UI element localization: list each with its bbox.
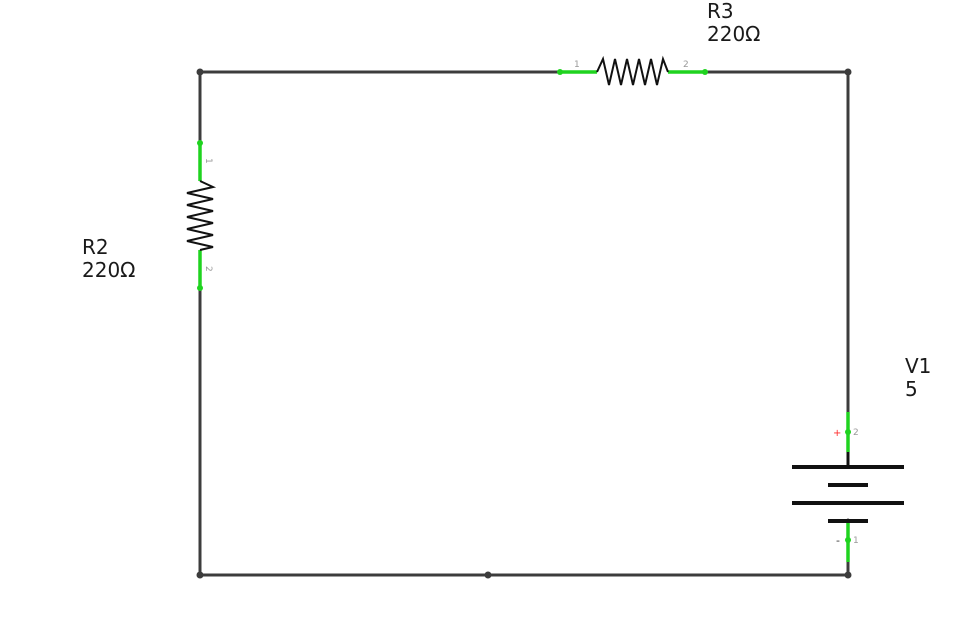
v1-pin-top-number: 2: [853, 428, 859, 438]
junction-bottom-left[interactable]: [196, 571, 204, 579]
r3-label: R3 220Ω: [707, 0, 760, 46]
battery-v1[interactable]: + 2 - 1: [792, 412, 904, 562]
r2-pin-bottom-number: 2: [203, 266, 213, 272]
v1-pin-bottom-number: 1: [853, 536, 859, 546]
v1-label: V1 5: [905, 355, 931, 401]
v1-ref: V1: [905, 354, 932, 378]
v1-value: 5: [905, 377, 918, 401]
junction-bottom-right[interactable]: [844, 571, 852, 579]
resistor-r2[interactable]: 1 2: [186, 140, 217, 291]
resistor-r3[interactable]: 1 2: [557, 55, 708, 86]
r3-value: 220Ω: [707, 22, 761, 46]
r3-ref: R3: [707, 0, 734, 23]
v1-plus-sign: +: [833, 428, 841, 439]
r2-label: R2 220Ω: [82, 236, 135, 282]
r3-zigzag: [596, 55, 669, 86]
r3-pin-left-dot[interactable]: [557, 69, 563, 75]
r2-pin-bottom-dot[interactable]: [197, 285, 203, 291]
v1-pin-top-dot[interactable]: [845, 429, 851, 435]
r2-zigzag: [186, 180, 217, 251]
junction-bottom-mid[interactable]: [484, 571, 492, 579]
v1-pin-bottom-dot[interactable]: [845, 537, 851, 543]
r2-ref: R2: [82, 235, 109, 259]
junction-top-right[interactable]: [844, 68, 852, 76]
r3-pin-right-number: 2: [683, 60, 689, 70]
junction-top-left[interactable]: [196, 68, 204, 76]
r2-pin-top-number: 1: [203, 158, 213, 164]
r3-pin-right-dot[interactable]: [702, 69, 708, 75]
wires: [198, 70, 850, 577]
r2-value: 220Ω: [82, 258, 136, 282]
r3-pin-left-number: 1: [574, 60, 580, 70]
r2-pin-top-dot[interactable]: [197, 140, 203, 146]
v1-minus-sign: -: [836, 534, 840, 547]
junctions: [196, 68, 852, 579]
